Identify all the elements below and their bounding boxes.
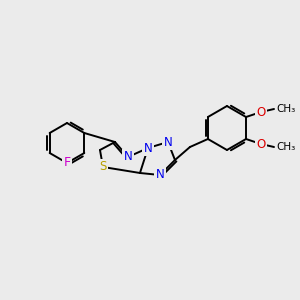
Text: CH₃: CH₃ bbox=[276, 104, 295, 114]
Text: N: N bbox=[124, 151, 132, 164]
Text: N: N bbox=[156, 169, 164, 182]
Text: N: N bbox=[144, 142, 152, 154]
Text: N: N bbox=[164, 136, 172, 148]
Text: CH₃: CH₃ bbox=[276, 142, 295, 152]
Text: O: O bbox=[256, 106, 266, 118]
Text: O: O bbox=[256, 137, 266, 151]
Text: F: F bbox=[63, 157, 70, 169]
Text: S: S bbox=[99, 160, 107, 173]
